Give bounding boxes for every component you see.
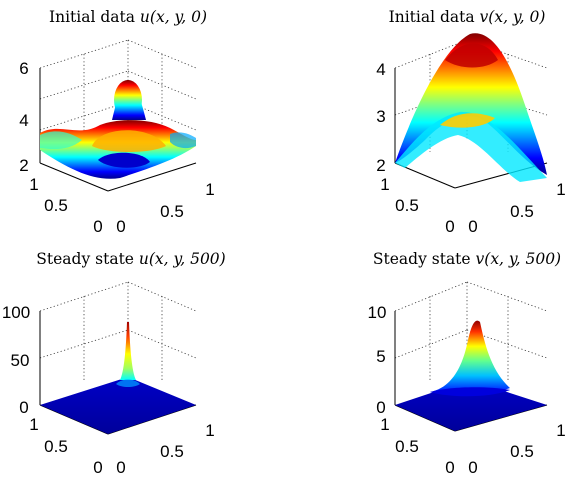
z-tick: 0 (19, 398, 28, 417)
z-tick: 100 (2, 303, 30, 322)
y-tick: 0.5 (395, 196, 419, 215)
tick-labels: 2 3 4 1 0.5 0 0 0.5 1 (376, 60, 565, 236)
surface-u0 (40, 80, 196, 179)
z-tick: 2 (376, 156, 385, 175)
panel-title: Initial data v(x, y, 0) (389, 8, 546, 26)
y-tick: 0.5 (44, 196, 68, 215)
panel-title: Steady state u(x, y, 500) (36, 250, 225, 268)
z-tick: 4 (376, 60, 385, 79)
x-tick: 0.5 (160, 202, 184, 221)
x-tick: 1 (556, 421, 565, 440)
x-tick: 0.5 (510, 202, 534, 221)
x-tick: 1 (205, 180, 214, 199)
x-tick: 0.5 (160, 442, 184, 461)
y-tick: 0 (93, 458, 102, 477)
z-tick: 4 (19, 111, 28, 130)
x-tick: 0 (468, 217, 477, 236)
panel-steady-v: Steady state v(x, y, 500) 0 5 10 1 0.5 0 (368, 250, 566, 477)
z-tick: 2 (19, 156, 28, 175)
panel-initial-v: Initial data v(x, y, 0) 2 3 4 1 0.5 (376, 8, 565, 236)
z-tick: 6 (19, 59, 28, 78)
y-tick: 0 (93, 217, 102, 236)
surface-v500 (395, 320, 547, 431)
tick-labels: 0 50 100 1 0.5 0 0 0.5 1 (2, 303, 215, 477)
z-tick: 0 (376, 398, 385, 417)
y-tick: 1 (380, 415, 389, 434)
y-tick: 0.5 (395, 437, 419, 456)
y-tick: 1 (29, 415, 38, 434)
tick-labels: 2 4 6 1 0.5 0 0 0.5 1 (19, 59, 214, 236)
z-tick: 5 (376, 347, 385, 366)
y-tick: 1 (380, 175, 389, 194)
y-tick: 0 (445, 217, 454, 236)
x-tick: 0 (116, 458, 125, 477)
panel-title: Initial data u(x, y, 0) (49, 8, 207, 26)
x-tick: 0 (468, 458, 477, 477)
tick-labels: 0 5 10 1 0.5 0 0 0.5 1 (368, 303, 566, 477)
z-tick: 3 (376, 107, 385, 126)
panel-title: Steady state v(x, y, 500) (373, 250, 561, 268)
y-tick: 0 (445, 458, 454, 477)
y-tick: 1 (29, 175, 38, 194)
surface-v0 (395, 33, 547, 182)
x-tick: 0 (116, 217, 125, 236)
x-tick: 0.5 (510, 442, 534, 461)
z-tick: 10 (368, 303, 387, 322)
panel-steady-u: Steady state u(x, y, 500) 0 50 100 1 0.5… (2, 250, 226, 477)
z-tick: 50 (11, 351, 30, 370)
x-tick: 1 (205, 421, 214, 440)
y-tick: 0.5 (44, 437, 68, 456)
surface-u500 (40, 322, 196, 434)
panel-initial-u: Initial data u(x, y, 0) 2 (19, 8, 214, 236)
x-tick: 1 (556, 180, 565, 199)
